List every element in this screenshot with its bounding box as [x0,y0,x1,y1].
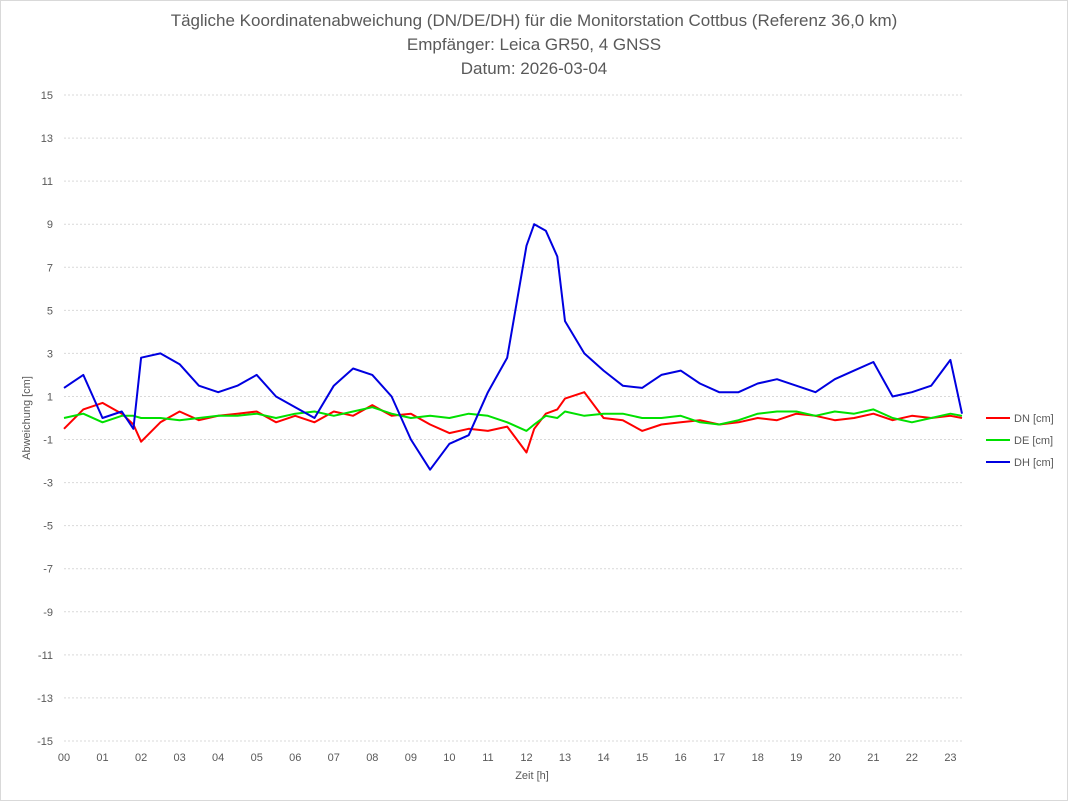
chart-subtitle-date: Datum: 2026-03-04 [460,59,608,78]
y-tick-label: -11 [38,650,53,662]
chart-title: Tägliche Koordinatenabweichung (DN/DE/DH… [170,11,898,30]
x-tick-label: 19 [790,752,802,764]
x-tick-label: 12 [520,752,532,764]
x-tick-label: 00 [58,752,70,764]
x-axis-title: Zeit [h] [515,770,549,782]
y-tick-label: 7 [47,262,53,274]
y-tick-labels: 15 13 11 9 7 5 3 1 -1 -3 -5 -7 -9 -11 -13 -15 [37,90,53,748]
x-tick-label: 11 [482,752,493,764]
x-tick-label: 17 [713,752,725,764]
y-tick-label: 13 [41,133,53,145]
x-tick-label: 03 [173,752,185,764]
x-tick-label: 05 [251,752,263,764]
x-tick-label: 02 [135,752,147,764]
x-tick-label: 04 [212,752,224,764]
y-tick-label: -3 [43,478,53,490]
legend-label: DN [cm] [1014,413,1054,425]
grid-lines [64,94,962,742]
x-tick-label: 15 [636,752,648,764]
x-tick-label: 01 [96,752,108,764]
x-tick-label: 18 [752,752,764,764]
x-tick-label: 22 [906,752,918,764]
y-tick-label: -5 [43,521,53,533]
y-tick-label: -13 [37,693,53,705]
legend-label: DE [cm] [1014,435,1053,447]
y-tick-label: -7 [43,564,53,576]
y-tick-label: 15 [41,90,53,102]
x-tick-label: 09 [405,752,417,764]
chart-subtitle-receiver: Empfänger: Leica GR50, 4 GNSS [406,35,662,54]
y-tick-label: 1 [47,391,53,403]
x-tick-label: 06 [289,752,301,764]
x-tick-label: 16 [675,752,687,764]
legend-label: DH [cm] [1014,457,1054,469]
x-tick-label: 14 [597,752,609,764]
x-tick-label: 20 [829,752,841,764]
x-tick-labels: 00 01 02 03 04 05 06 07 08 09 10 11 12 13 14 15 16 17 18 19… [58,752,957,764]
y-tick-label: -1 [43,435,53,447]
series-line-dn [63,391,963,454]
y-tick-label: 11 [42,176,53,188]
x-tick-label: 13 [559,752,571,764]
series-line-de [63,406,963,432]
x-tick-label: 08 [366,752,378,764]
x-tick-label: 23 [944,752,956,764]
series-line-dh [63,223,963,471]
y-tick-label: 3 [47,348,53,360]
legend: DN [cm] DE [cm] DH [cm] [986,413,1054,469]
y-axis-title: Abweichung [cm] [21,376,33,460]
y-tick-label: 9 [47,219,53,231]
x-tick-label: 10 [443,752,455,764]
y-tick-label: 5 [47,305,53,317]
series-lines [63,223,963,471]
y-tick-label: -9 [43,607,53,619]
y-tick-label: -15 [37,736,53,748]
x-tick-label: 21 [867,752,879,764]
x-tick-label: 07 [328,752,340,764]
